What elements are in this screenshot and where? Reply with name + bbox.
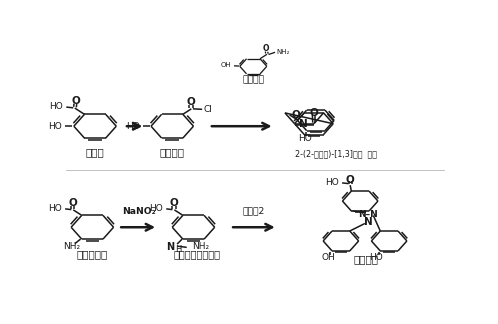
Text: OH: OH — [321, 253, 335, 262]
Text: 地拉罗司: 地拉罗司 — [354, 254, 378, 264]
Text: NH₂: NH₂ — [193, 242, 210, 251]
Text: 水杨酰氯: 水杨酰氯 — [160, 147, 185, 157]
Text: O: O — [71, 96, 80, 106]
Text: 对羧基苯肼盐酸盐: 对羧基苯肼盐酸盐 — [174, 249, 221, 259]
Text: OH: OH — [221, 62, 231, 68]
Text: 水杨酸: 水杨酸 — [86, 147, 105, 157]
Text: HO: HO — [298, 134, 312, 143]
Text: NH₂: NH₂ — [64, 242, 81, 251]
Text: N: N — [364, 217, 373, 227]
Text: HO: HO — [48, 122, 62, 131]
Text: 水杨酰胺: 水杨酰胺 — [243, 75, 264, 85]
Text: H: H — [175, 245, 181, 254]
Text: HO: HO — [149, 204, 163, 213]
Text: O: O — [68, 198, 77, 208]
Text: HO: HO — [370, 253, 383, 262]
Text: O: O — [169, 198, 178, 208]
Text: Cl: Cl — [204, 105, 213, 114]
Text: N: N — [166, 242, 174, 252]
Text: HO: HO — [125, 122, 139, 131]
Text: N–N: N–N — [358, 210, 378, 219]
Text: NH₂: NH₂ — [277, 49, 290, 55]
Text: O: O — [262, 44, 269, 53]
Text: HO: HO — [48, 204, 62, 213]
Text: 化合物2: 化合物2 — [243, 206, 265, 215]
Text: O: O — [346, 175, 354, 185]
Text: O: O — [186, 97, 195, 107]
Text: O: O — [310, 108, 318, 118]
Text: HO: HO — [49, 102, 62, 111]
Text: O: O — [292, 110, 301, 120]
Text: N: N — [299, 119, 308, 129]
Text: 2-(2-羟苯基)-[1,3]苯并  噁酮: 2-(2-羟苯基)-[1,3]苯并 噁酮 — [295, 149, 377, 158]
Text: 氨基苯甲酸: 氨基苯甲酸 — [77, 249, 108, 259]
Text: HO: HO — [325, 178, 339, 187]
Text: NaNO₂: NaNO₂ — [122, 206, 155, 215]
